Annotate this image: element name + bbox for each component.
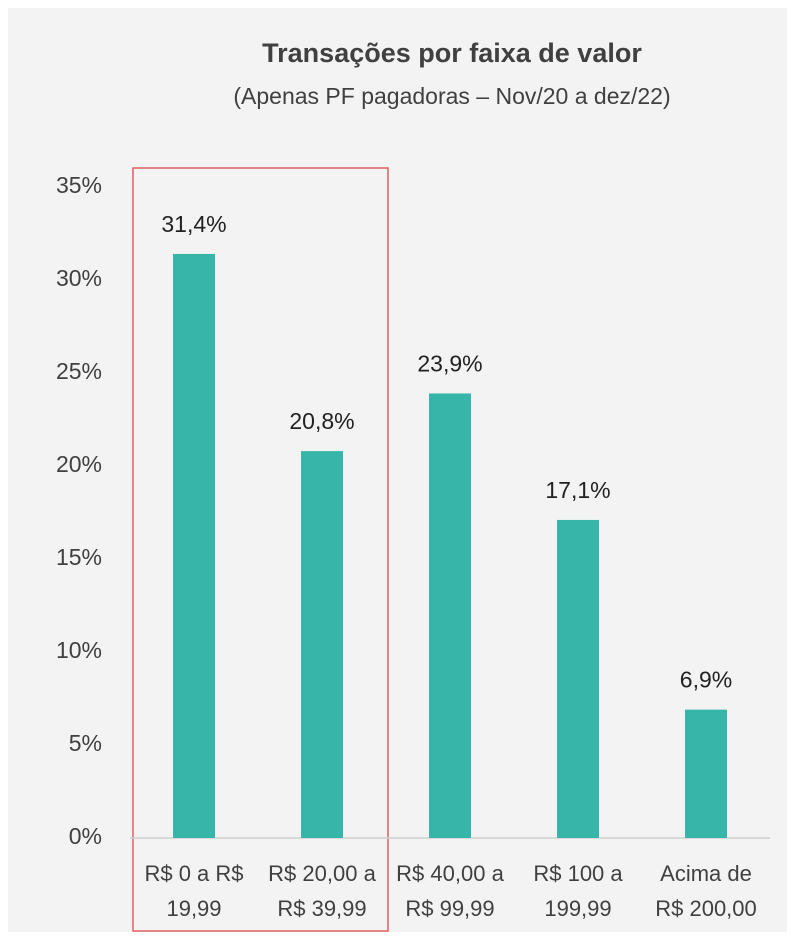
highlight-box [132,167,389,932]
value-label: 6,9% [680,667,732,693]
bar [301,451,343,838]
y-tick-label: 25% [56,358,102,384]
chart-subtitle: (Apenas PF pagadoras – Nov/20 a dez/22) [233,83,670,109]
value-label: 20,8% [289,408,354,434]
y-tick-label: 30% [56,265,102,291]
value-label: 17,1% [545,477,610,503]
y-tick-label: 35% [56,172,102,198]
bar [429,393,471,838]
y-tick-label: 15% [56,544,102,570]
y-tick-label: 20% [56,451,102,477]
x-tick-label: R$ 40,00 a [396,861,504,886]
x-tick-label: R$ 39,99 [277,896,366,921]
x-tick-label: 199,99 [544,896,611,921]
x-tick-label: R$ 99,99 [405,896,494,921]
x-tick-label: R$ 20,00 a [268,861,376,886]
bar [173,253,215,838]
value-label: 31,4% [161,211,226,237]
background [8,8,787,932]
y-tick-label: 0% [69,823,102,849]
chart-title: Transações por faixa de valor [262,38,642,68]
value-label: 23,9% [417,351,482,377]
y-tick-label: 10% [56,637,102,663]
x-tick-label: R$ 0 a R$ [144,861,243,886]
x-tick-label: R$ 100 a [533,861,623,886]
x-tick-label: R$ 200,00 [655,896,757,921]
bar [557,519,599,838]
x-tick-label: Acima de [660,861,752,886]
x-tick-label: 19,99 [166,896,221,921]
y-tick-label: 5% [69,730,102,756]
bar [685,709,727,838]
